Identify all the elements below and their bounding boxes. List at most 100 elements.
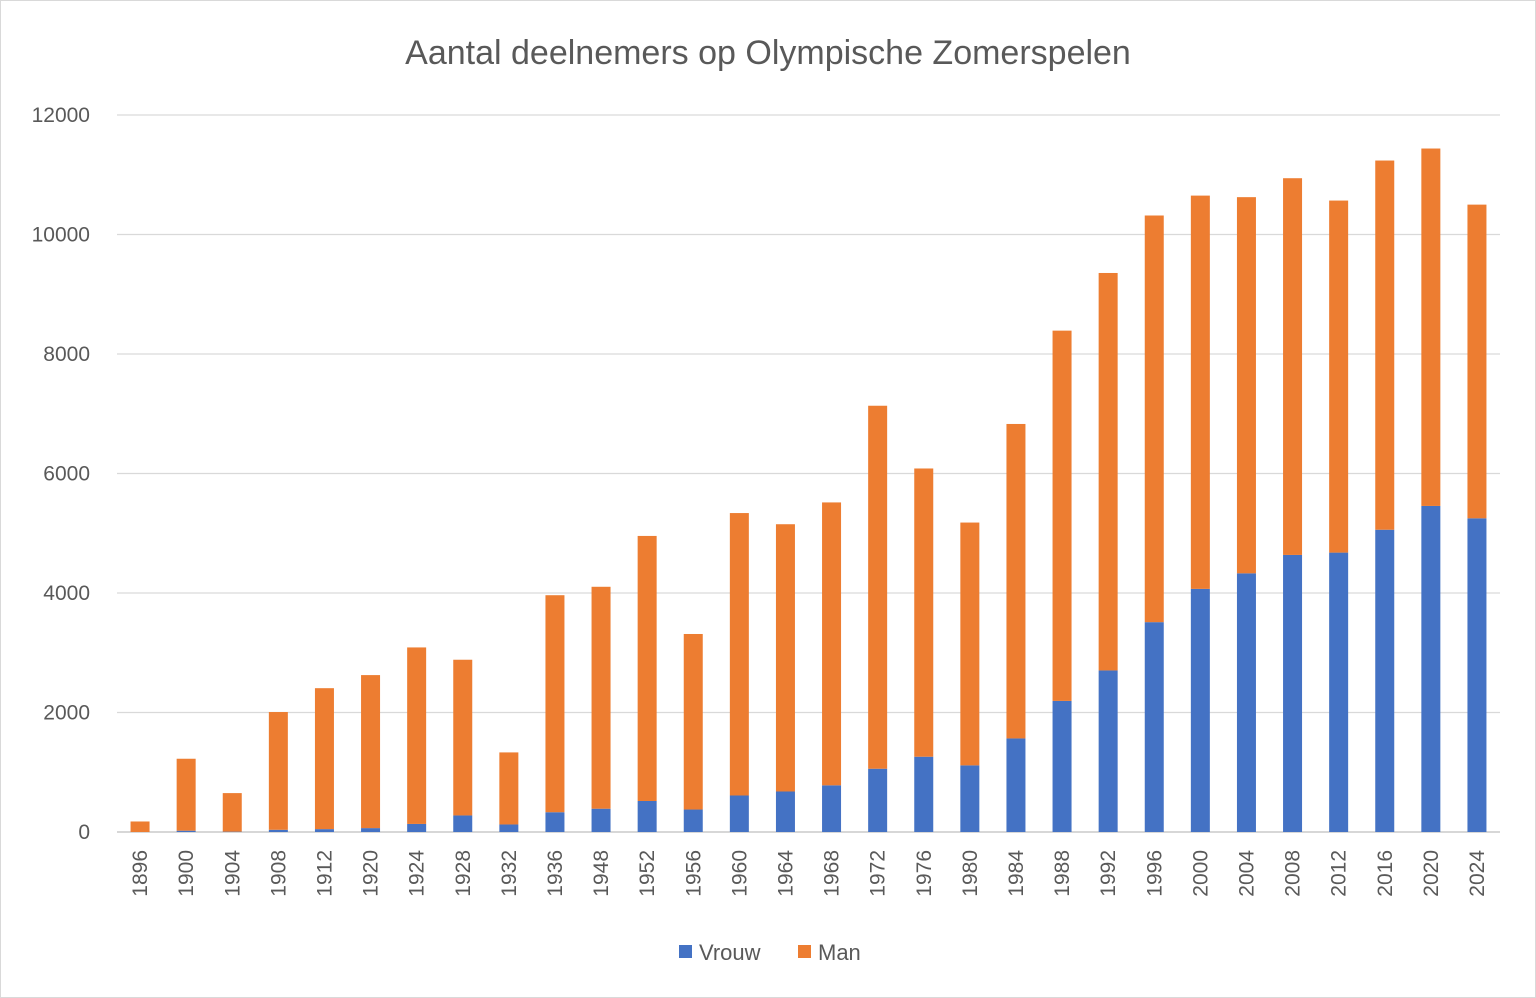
bar-vrouw-1936 xyxy=(545,812,565,832)
bar-man-1912 xyxy=(314,688,334,830)
bar-vrouw-1992 xyxy=(1098,670,1118,832)
x-tick-label: 1900 xyxy=(175,850,198,897)
bar-vrouw-2012 xyxy=(1329,552,1349,832)
bar-vrouw-1932 xyxy=(499,824,519,832)
bar-man-1928 xyxy=(453,659,473,816)
bar-man-1908 xyxy=(268,712,288,830)
bar-man-1972 xyxy=(868,405,888,769)
bar-man-1956 xyxy=(683,633,703,810)
y-tick-label: 0 xyxy=(78,821,90,844)
bar-vrouw-1972 xyxy=(868,768,888,832)
bar-man-2008 xyxy=(1283,178,1303,555)
legend-label-man: Man xyxy=(818,940,861,965)
bar-man-1960 xyxy=(729,513,749,796)
bar-man-1920 xyxy=(361,675,381,829)
x-tick-label: 1988 xyxy=(1051,850,1074,897)
x-tick-label: 1948 xyxy=(590,850,613,897)
bar-vrouw-1984 xyxy=(1006,738,1026,832)
bar-vrouw-1928 xyxy=(453,815,473,832)
y-tick-label: 6000 xyxy=(43,463,90,486)
x-tick-label: 1904 xyxy=(221,850,244,897)
x-tick-label: 2016 xyxy=(1374,850,1397,897)
bar-vrouw-1996 xyxy=(1144,622,1164,832)
x-tick-label: 1956 xyxy=(682,850,705,897)
y-tick-label: 12000 xyxy=(32,104,90,127)
chart-title: Aantal deelnemers op Olympische Zomerspe… xyxy=(405,34,1131,72)
x-tick-label: 2008 xyxy=(1282,850,1305,897)
x-tick-label: 1936 xyxy=(544,850,567,897)
bar-man-1924 xyxy=(407,647,427,824)
bar-vrouw-1900 xyxy=(176,830,196,832)
x-axis-ticks: 1896 1900 1904 1908 1912 1920 1924 1928 1932 1936… xyxy=(129,850,1489,897)
bar-vrouw-1968 xyxy=(822,785,842,832)
bar-man-2004 xyxy=(1236,197,1256,574)
bar-vrouw-1924 xyxy=(407,823,427,832)
bar-man-1996 xyxy=(1144,215,1164,623)
bar-vrouw-2008 xyxy=(1283,554,1303,832)
bar-vrouw-1912 xyxy=(314,829,334,832)
bar-man-2024 xyxy=(1467,204,1487,519)
bar-vrouw-1908 xyxy=(268,829,288,832)
legend-label-vrouw: Vrouw xyxy=(699,940,761,965)
bar-man-1964 xyxy=(775,524,795,792)
x-tick-label: 1960 xyxy=(728,850,751,897)
bar-man-1988 xyxy=(1052,330,1072,701)
bar-man-2020 xyxy=(1421,148,1441,506)
legend-swatch-man xyxy=(798,945,811,958)
bar-vrouw-1948 xyxy=(591,808,611,832)
bar-man-1952 xyxy=(637,535,657,801)
bar-man-1968 xyxy=(822,502,842,786)
bar-vrouw-1988 xyxy=(1052,700,1072,832)
x-tick-label: 1896 xyxy=(129,850,152,897)
bar-vrouw-1964 xyxy=(775,791,795,832)
legend: Vrouw Man xyxy=(679,940,861,965)
bar-man-1900 xyxy=(176,758,196,831)
x-tick-label: 1912 xyxy=(313,850,336,897)
x-tick-label: 1972 xyxy=(867,850,890,897)
bar-man-1980 xyxy=(960,522,980,766)
bar-man-2016 xyxy=(1375,160,1395,530)
bar-man-2012 xyxy=(1329,200,1349,553)
x-tick-label: 1932 xyxy=(498,850,521,897)
x-tick-label: 1908 xyxy=(267,850,290,897)
x-tick-label: 1996 xyxy=(1143,850,1166,897)
gridlines xyxy=(117,114,1500,833)
bar-man-1948 xyxy=(591,586,611,809)
bar-vrouw-1920 xyxy=(361,828,381,832)
x-tick-label: 1964 xyxy=(774,850,797,897)
bar-man-1976 xyxy=(914,468,934,757)
bar-vrouw-2004 xyxy=(1236,573,1256,832)
bar-vrouw-1980 xyxy=(960,765,980,832)
x-tick-label: 1924 xyxy=(406,850,429,897)
bar-vrouw-2020 xyxy=(1421,505,1441,832)
x-tick-label: 2024 xyxy=(1466,850,1489,897)
x-tick-label: 1976 xyxy=(913,850,936,897)
bar-man-1932 xyxy=(499,752,519,825)
bar-vrouw-1956 xyxy=(683,809,703,832)
bar-man-1896 xyxy=(130,821,150,832)
x-tick-label: 1968 xyxy=(821,850,844,897)
bar-man-1904 xyxy=(222,793,242,832)
bar-man-1984 xyxy=(1006,423,1026,739)
bar-vrouw-1952 xyxy=(637,800,657,832)
x-tick-label: 1920 xyxy=(360,850,383,897)
bar-vrouw-1976 xyxy=(914,756,934,832)
bar-man-1936 xyxy=(545,595,565,813)
x-tick-label: 2004 xyxy=(1235,850,1258,897)
x-tick-label: 2000 xyxy=(1189,850,1212,897)
y-axis-ticks: 0 2000 4000 6000 8000 10000 12000 xyxy=(32,104,90,844)
legend-swatch-vrouw xyxy=(679,945,692,958)
x-tick-label: 1980 xyxy=(959,850,982,897)
x-tick-label: 1928 xyxy=(452,850,475,897)
x-tick-label: 2012 xyxy=(1328,850,1351,897)
x-tick-label: 1992 xyxy=(1097,850,1120,897)
y-tick-label: 2000 xyxy=(43,702,90,725)
bar-vrouw-2024 xyxy=(1467,518,1487,832)
y-tick-label: 10000 xyxy=(32,224,90,247)
bar-vrouw-1960 xyxy=(729,795,749,832)
y-tick-label: 8000 xyxy=(43,343,90,366)
bars xyxy=(130,148,1487,832)
bar-vrouw-2000 xyxy=(1190,588,1210,832)
y-tick-label: 4000 xyxy=(43,582,90,605)
